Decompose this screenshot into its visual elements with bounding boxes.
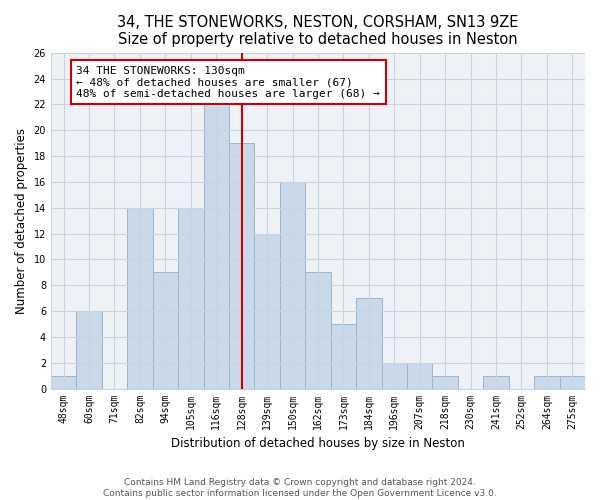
Bar	[76, 311, 102, 388]
Y-axis label: Number of detached properties: Number of detached properties	[15, 128, 28, 314]
Bar	[534, 376, 560, 388]
Bar	[254, 234, 280, 388]
Bar	[433, 376, 458, 388]
Bar	[305, 272, 331, 388]
Bar	[203, 104, 229, 389]
Bar	[127, 208, 152, 388]
Bar	[407, 362, 433, 388]
Bar	[331, 324, 356, 388]
Title: 34, THE STONEWORKS, NESTON, CORSHAM, SN13 9ZE
Size of property relative to detac: 34, THE STONEWORKS, NESTON, CORSHAM, SN1…	[117, 15, 518, 48]
Bar	[483, 376, 509, 388]
Bar	[560, 376, 585, 388]
Bar	[382, 362, 407, 388]
Bar	[356, 298, 382, 388]
Text: 34 THE STONEWORKS: 130sqm
← 48% of detached houses are smaller (67)
48% of semi-: 34 THE STONEWORKS: 130sqm ← 48% of detac…	[76, 66, 380, 99]
Bar	[152, 272, 178, 388]
Bar	[178, 208, 203, 388]
X-axis label: Distribution of detached houses by size in Neston: Distribution of detached houses by size …	[171, 437, 465, 450]
Bar	[229, 143, 254, 388]
Bar	[280, 182, 305, 388]
Text: Contains HM Land Registry data © Crown copyright and database right 2024.
Contai: Contains HM Land Registry data © Crown c…	[103, 478, 497, 498]
Bar	[51, 376, 76, 388]
